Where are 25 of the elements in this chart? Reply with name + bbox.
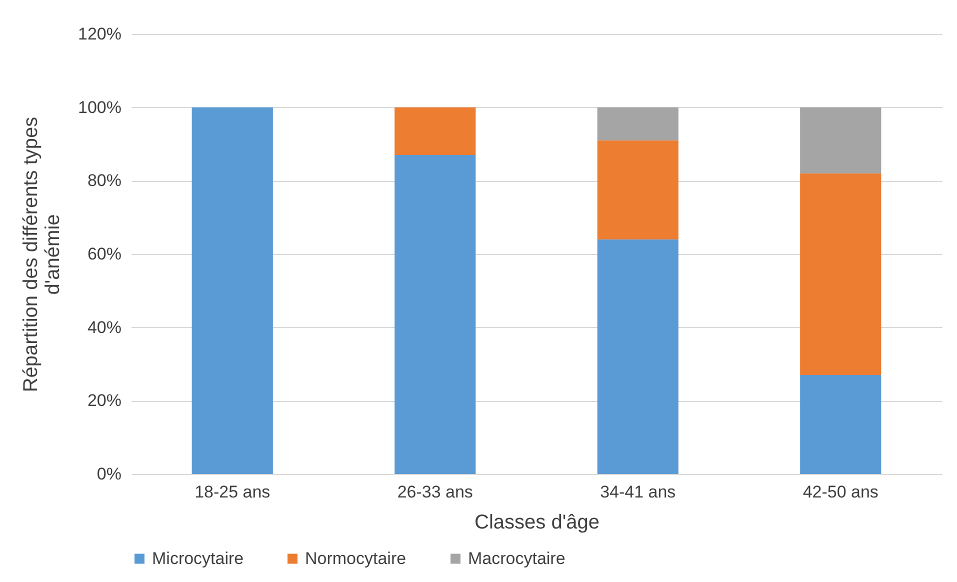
y-tick-label: 80% xyxy=(87,171,122,190)
bar xyxy=(192,107,273,474)
bar xyxy=(394,107,476,155)
y-tick-label: 40% xyxy=(87,318,122,337)
x-tick-label: 18-25 ans xyxy=(194,482,270,502)
bar xyxy=(800,107,882,174)
x-axis-title: Classes d'âge xyxy=(474,512,600,534)
bar xyxy=(394,155,476,474)
y-tick-label: 0% xyxy=(96,464,122,484)
bar xyxy=(597,140,678,240)
bar xyxy=(800,375,882,474)
y-tick-label: 20% xyxy=(87,391,122,410)
x-tick-label: 42-50 ans xyxy=(802,482,878,502)
y-tick-label: 60% xyxy=(87,244,122,264)
legend-label: Microcytaire xyxy=(152,548,244,568)
bar xyxy=(800,173,882,375)
y-axis-title: Répartition des différents types d'anémie xyxy=(20,116,64,392)
bar xyxy=(597,107,678,140)
x-tick-label: 34-41 ans xyxy=(600,482,676,502)
y-tick-label: 120% xyxy=(78,24,122,44)
legend-label: Normocytaire xyxy=(305,548,406,568)
x-tick-label: 26-33 ans xyxy=(397,482,473,502)
legend-label: Macrocytaire xyxy=(468,548,566,568)
bar xyxy=(597,239,678,474)
y-tick-label: 100% xyxy=(78,98,122,117)
